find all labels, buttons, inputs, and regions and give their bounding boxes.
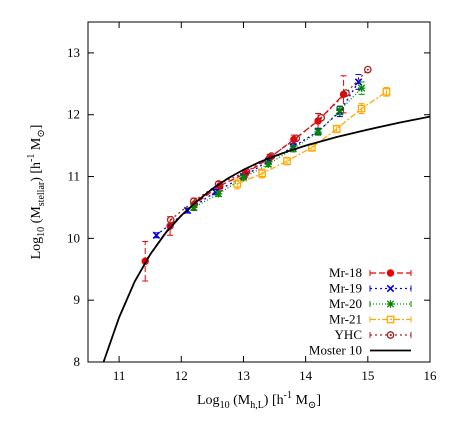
- data-point: [258, 169, 266, 178]
- data-point: [233, 180, 242, 188]
- data-point: [317, 113, 326, 122]
- legend-item: Mr-19: [329, 281, 412, 296]
- data-point: [214, 180, 223, 188]
- legend-label: Mr-21: [329, 312, 362, 327]
- data-point: [336, 106, 344, 115]
- y-tick-label: 13: [67, 45, 80, 60]
- series-line: [102, 115, 430, 362]
- data-point: [386, 331, 395, 339]
- data-point-center: [192, 200, 195, 203]
- legend-item: Mr-20: [329, 296, 412, 311]
- legend-label: Moster 10: [309, 343, 362, 358]
- series-mr-19: [152, 74, 363, 240]
- series-mr-20: [190, 81, 366, 212]
- data-point: [357, 84, 366, 92]
- data-point: [332, 125, 341, 133]
- data-point-center: [320, 116, 323, 119]
- x-tick-label: 13: [237, 368, 250, 383]
- legend-label: Mr-20: [329, 296, 362, 311]
- data-point: [382, 88, 391, 96]
- data-point: [214, 190, 223, 198]
- y-tick-label: 9: [74, 292, 81, 307]
- data-point: [363, 65, 372, 74]
- plot-frame: [87, 21, 431, 363]
- x-axis-label: Log10 (Mh,L) [h-1 M⊙]: [197, 390, 321, 411]
- data-point: [342, 89, 350, 97]
- legend-item: YHC: [335, 327, 412, 342]
- y-tick-label: 11: [67, 169, 80, 184]
- x-tick-label: 11: [113, 368, 126, 383]
- data-point: [283, 157, 291, 165]
- data-point-center: [345, 92, 348, 95]
- y-tick-label: 8: [74, 354, 81, 369]
- data-point: [354, 78, 363, 86]
- data-point: [386, 269, 395, 277]
- x-tick-label: 16: [424, 368, 438, 383]
- x-tick-label: 14: [299, 368, 313, 383]
- data-point: [386, 300, 395, 308]
- data-point-center: [389, 334, 392, 336]
- legend-label: Mr-18: [329, 265, 362, 280]
- error-bar: [336, 105, 343, 116]
- data-point: [239, 174, 248, 182]
- legend-item: Mr-21: [329, 312, 412, 327]
- series-line: [193, 87, 363, 209]
- data-point: [292, 134, 301, 143]
- y-tick-label: 12: [67, 107, 80, 122]
- x-tick-label: 15: [361, 368, 374, 383]
- data-point: [314, 128, 322, 136]
- x-tick-label: 12: [175, 368, 188, 383]
- series-mr-21: [233, 87, 391, 190]
- series-moster-10: [102, 115, 430, 362]
- data-point-center: [295, 137, 298, 140]
- axis-ticks: 11 12 13 14 15 16 8 9 10 11 12 13: [67, 22, 437, 383]
- data-point: [190, 203, 198, 212]
- data-point: [264, 160, 273, 168]
- legend-item: Mr-18: [329, 265, 412, 280]
- data-point: [166, 215, 175, 224]
- data-point: [152, 231, 161, 240]
- data-point: [386, 315, 395, 324]
- legend-label: Mr-19: [329, 281, 362, 296]
- y-axis-label: Log10 (Mstellar) [h-1 M⊙]: [26, 125, 47, 260]
- series-layer: [102, 65, 430, 362]
- y-tick-label: 10: [67, 230, 80, 245]
- data-point-center: [245, 170, 248, 173]
- legend-label: YHC: [335, 327, 362, 342]
- data-point-center: [169, 218, 172, 221]
- data-point: [386, 284, 395, 293]
- data-point-center: [366, 68, 369, 71]
- data-point: [357, 104, 366, 113]
- legend-item: Moster 10: [309, 343, 411, 358]
- series-line: [170, 69, 369, 221]
